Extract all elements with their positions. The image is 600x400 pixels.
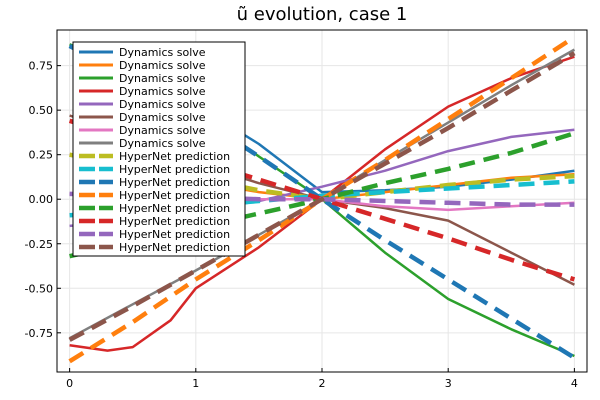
legend-label: HyperNet prediction xyxy=(119,163,230,176)
legend-label: Dynamics solve xyxy=(119,111,206,124)
series-line-16 xyxy=(68,51,576,342)
legend-label: HyperNet prediction xyxy=(119,150,230,163)
legend-label: Dynamics solve xyxy=(119,98,206,111)
y-tick-label: -0.75 xyxy=(25,327,53,340)
legend-label: Dynamics solve xyxy=(119,72,206,85)
x-axis-ticks: 0 1 2 3 4 xyxy=(66,368,578,390)
legend-label: Dynamics solve xyxy=(119,137,206,150)
x-tick-label: 1 xyxy=(192,377,199,390)
y-tick-label: 0.25 xyxy=(29,149,54,162)
legend-label: HyperNet prediction xyxy=(119,202,230,215)
legend-label: Dynamics solve xyxy=(119,85,206,98)
y-tick-label: 0.75 xyxy=(29,60,54,73)
legend-label: Dynamics solve xyxy=(119,59,206,72)
x-tick-label: 0 xyxy=(66,377,73,390)
legend-label: HyperNet prediction xyxy=(119,189,230,202)
y-tick-label: 0.50 xyxy=(29,104,54,117)
chart-title: ũ evolution, case 1 xyxy=(237,4,408,25)
legend-label: HyperNet prediction xyxy=(119,241,230,254)
legend-label: Dynamics solve xyxy=(119,124,206,137)
legend-label: HyperNet prediction xyxy=(119,215,230,228)
y-axis-ticks: -0.75 -0.50 -0.25 0.00 0.25 0.50 0.75 xyxy=(25,60,61,340)
x-tick-label: 3 xyxy=(445,377,452,390)
legend-label: Dynamics solve xyxy=(119,46,206,59)
y-tick-label: -0.25 xyxy=(25,238,53,251)
legend-label: HyperNet prediction xyxy=(119,176,230,189)
y-tick-label: -0.50 xyxy=(25,282,53,295)
x-tick-label: 4 xyxy=(571,377,578,390)
series-line-4 xyxy=(69,55,575,352)
y-tick-label: 0.00 xyxy=(29,193,54,206)
legend-label: HyperNet prediction xyxy=(119,228,230,241)
x-tick-label: 2 xyxy=(319,377,326,390)
